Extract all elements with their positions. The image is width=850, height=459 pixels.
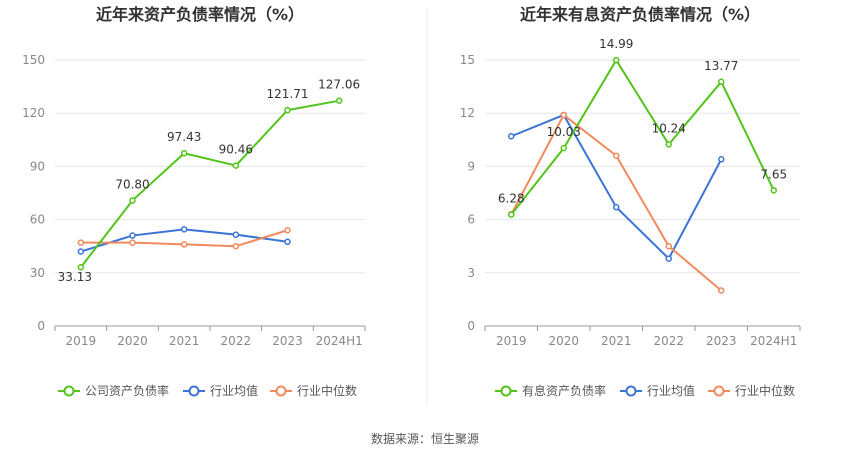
y-tick-label: 0 <box>37 319 45 333</box>
legend-label: 行业均值 <box>647 383 695 398</box>
data-point[interactable] <box>718 287 725 294</box>
legend-item[interactable]: 行业中位数 <box>270 383 357 398</box>
data-label: 14.99 <box>599 37 633 51</box>
legend-item[interactable]: 行业均值 <box>620 383 695 398</box>
y-tick-label: 30 <box>30 266 45 280</box>
data-point[interactable] <box>232 242 240 250</box>
data-point[interactable] <box>665 141 672 148</box>
chart-title: 近年来有息资产负债率情况（%） <box>520 5 760 24</box>
data-label: 33.13 <box>58 270 92 284</box>
x-tick-label: 2021 <box>601 334 632 348</box>
y-tick-label: 0 <box>467 319 475 333</box>
data-point[interactable] <box>77 248 85 255</box>
data-label: 10.03 <box>547 125 581 139</box>
x-tick-label: 2022 <box>653 334 684 348</box>
y-tick-label: 60 <box>30 213 45 227</box>
legend-marker <box>188 385 200 397</box>
series-line <box>510 113 723 260</box>
data-point[interactable] <box>232 162 240 169</box>
data-point[interactable] <box>129 239 136 246</box>
data-source: 数据来源：恒生聚源 <box>371 431 479 446</box>
legend-marker <box>713 385 725 397</box>
x-tick-label: 2019 <box>496 334 527 348</box>
y-tick-label: 9 <box>467 159 475 173</box>
debt-ratio-chart: 近年来资产负债率情况（%） 0 30 60 90 120 150 2019 2020 2021 20… <box>22 5 366 398</box>
data-point[interactable] <box>284 238 291 246</box>
y-tick-label: 90 <box>30 159 45 173</box>
legend-label: 公司资产负债率 <box>85 383 169 398</box>
data-point[interactable] <box>560 111 567 119</box>
y-tick-label: 12 <box>460 106 475 120</box>
data-point[interactable] <box>613 203 620 211</box>
data-point[interactable] <box>232 231 240 238</box>
data-point[interactable] <box>180 241 188 248</box>
legend-item[interactable]: 有息资产负债率 <box>495 383 606 398</box>
x-tick-label: 2024H1 <box>750 334 797 348</box>
data-point[interactable] <box>508 211 515 218</box>
data-point[interactable] <box>284 106 291 114</box>
data-label: 90.46 <box>219 143 253 157</box>
legend-marker <box>275 385 287 397</box>
series-line <box>510 59 775 216</box>
y-tick-label: 120 <box>22 106 45 120</box>
series-line <box>510 113 722 292</box>
x-tick-label: 2023 <box>272 334 303 348</box>
data-point[interactable] <box>718 156 725 163</box>
legend-marker <box>625 385 637 397</box>
data-label: 121.71 <box>267 87 309 101</box>
x-tick-label: 2019 <box>66 334 97 348</box>
data-label: 6.28 <box>498 192 525 206</box>
x-tick-label: 2020 <box>548 334 579 348</box>
data-point[interactable] <box>665 242 672 250</box>
legend-marker <box>63 385 75 397</box>
data-label: 10.24 <box>652 121 686 135</box>
data-label: 127.06 <box>318 78 360 92</box>
x-tick-label: 2024H1 <box>316 334 363 348</box>
data-point[interactable] <box>129 197 136 204</box>
data-point[interactable] <box>77 239 85 246</box>
data-point[interactable] <box>508 133 515 140</box>
legend-item[interactable]: 行业均值 <box>183 383 258 398</box>
legend-item[interactable]: 行业中位数 <box>708 383 795 398</box>
y-tick-label: 6 <box>467 213 475 227</box>
x-tick-label: 2022 <box>221 334 252 348</box>
data-label: 70.80 <box>115 177 149 191</box>
data-label: 13.77 <box>704 59 738 73</box>
data-point[interactable] <box>613 152 620 160</box>
data-label: 7.65 <box>760 167 787 181</box>
data-point[interactable] <box>77 263 85 271</box>
data-point[interactable] <box>180 149 188 157</box>
chart-title: 近年来资产负债率情况（%） <box>96 5 304 24</box>
y-tick-label: 15 <box>460 53 475 67</box>
legend-label: 行业中位数 <box>297 383 357 398</box>
x-tick-label: 2021 <box>169 334 200 348</box>
data-point[interactable] <box>129 232 136 239</box>
data-point[interactable] <box>335 97 343 104</box>
x-tick-label: 2023 <box>706 334 737 348</box>
legend-label: 有息资产负债率 <box>522 383 606 398</box>
data-point[interactable] <box>665 255 672 262</box>
legend-label: 行业中位数 <box>735 383 795 398</box>
data-point[interactable] <box>613 56 620 64</box>
data-label: 97.43 <box>167 130 201 144</box>
y-tick-label: 3 <box>467 266 475 280</box>
data-point[interactable] <box>560 144 567 152</box>
data-point[interactable] <box>718 78 725 86</box>
y-tick-label: 150 <box>22 53 45 67</box>
data-point[interactable] <box>770 187 777 194</box>
data-point[interactable] <box>284 226 291 234</box>
legend-item[interactable]: 公司资产负债率 <box>58 383 169 398</box>
legend-label: 行业均值 <box>210 383 258 398</box>
legend-marker <box>500 385 512 397</box>
interest-debt-ratio-chart: 近年来有息资产负债率情况（%） 0 3 6 9 12 15 2019 2020 2021 2022 2… <box>460 5 801 398</box>
x-tick-label: 2020 <box>117 334 148 348</box>
data-point[interactable] <box>180 226 188 233</box>
series-line <box>80 99 340 268</box>
